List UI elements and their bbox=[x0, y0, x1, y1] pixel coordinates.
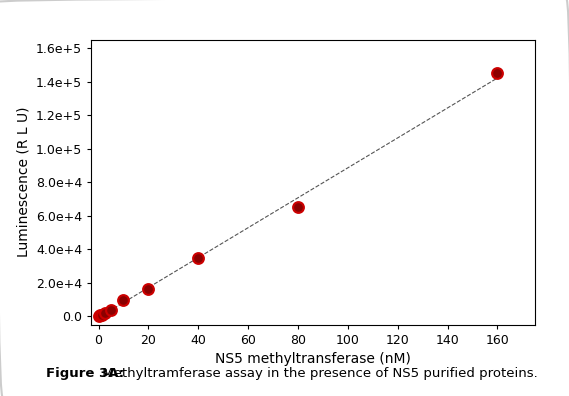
Y-axis label: Luminescence (R L U): Luminescence (R L U) bbox=[16, 107, 30, 257]
Point bbox=[106, 307, 116, 314]
Point bbox=[294, 204, 303, 211]
Point bbox=[493, 70, 502, 76]
Point bbox=[193, 255, 203, 261]
Point bbox=[144, 286, 153, 293]
Point bbox=[97, 312, 106, 318]
Point bbox=[119, 296, 128, 303]
Text: Methyltramferase assay in the presence of NS5 purified proteins.: Methyltramferase assay in the presence o… bbox=[98, 367, 538, 380]
Text: Figure 3A:: Figure 3A: bbox=[46, 367, 123, 380]
X-axis label: NS5 methyltransferase (nM): NS5 methyltransferase (nM) bbox=[215, 352, 411, 366]
Point bbox=[94, 313, 103, 320]
Point bbox=[100, 310, 109, 316]
Point bbox=[96, 312, 105, 319]
